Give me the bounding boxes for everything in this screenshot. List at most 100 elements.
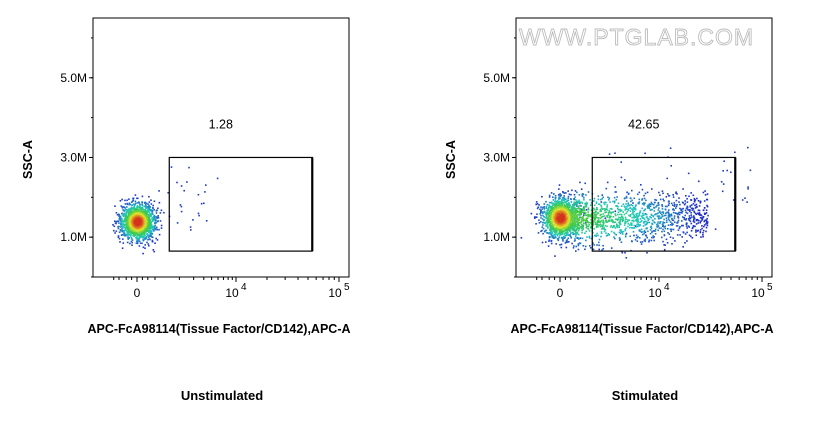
event-point	[656, 225, 658, 228]
event-point	[551, 236, 554, 239]
event-point	[703, 220, 705, 223]
event-point	[577, 217, 579, 219]
event-point	[144, 228, 146, 230]
event-point	[702, 234, 704, 236]
event-point	[644, 240, 647, 242]
event-point	[677, 213, 679, 215]
event-point	[602, 248, 605, 250]
event-point	[703, 225, 705, 228]
event-point	[633, 227, 636, 229]
event-point	[636, 219, 638, 222]
event-point	[607, 214, 610, 216]
event-point	[576, 207, 579, 210]
x-tick-label: 10	[648, 286, 662, 300]
event-point	[142, 239, 144, 241]
event-point	[702, 216, 705, 218]
event-point	[141, 203, 143, 205]
event-point	[580, 188, 583, 190]
event-point	[592, 221, 595, 223]
event-point	[584, 232, 586, 234]
event-point	[559, 197, 561, 200]
event-point	[595, 211, 598, 213]
event-point	[593, 204, 596, 207]
event-point	[576, 211, 578, 214]
event-point	[558, 232, 560, 234]
event-point	[619, 239, 621, 241]
event-point	[645, 220, 647, 223]
event-point	[620, 176, 623, 179]
event-point	[155, 216, 158, 218]
event-point	[131, 239, 134, 241]
event-point	[574, 196, 576, 198]
x-tick-label: 10	[751, 286, 765, 300]
event-point	[695, 223, 698, 225]
event-point	[640, 184, 642, 186]
event-point	[119, 200, 122, 202]
event-point	[600, 219, 603, 222]
event-point	[143, 220, 145, 223]
x-tick-label: 10	[225, 286, 239, 300]
event-point	[540, 206, 542, 208]
event-point	[698, 219, 700, 222]
event-point	[559, 195, 562, 198]
event-point	[588, 237, 591, 239]
gate-rectangle[interactable]	[168, 156, 313, 252]
event-point	[563, 195, 565, 197]
event-point	[643, 218, 646, 221]
event-point	[556, 207, 559, 210]
event-point	[614, 227, 617, 229]
event-point	[544, 230, 546, 233]
event-point	[610, 247, 613, 249]
event-point	[631, 219, 633, 222]
event-point	[675, 205, 678, 208]
event-point	[689, 220, 692, 223]
event-point	[574, 220, 577, 223]
event-point	[549, 209, 552, 212]
event-point	[557, 219, 559, 221]
event-point	[566, 239, 569, 241]
event-point	[565, 206, 567, 209]
event-point	[587, 208, 590, 211]
event-point	[142, 235, 145, 238]
event-point	[589, 247, 592, 249]
event-point	[582, 209, 584, 212]
event-point	[574, 212, 576, 215]
event-point	[562, 240, 564, 242]
event-point	[566, 200, 568, 203]
event-point	[547, 232, 549, 234]
event-point	[670, 213, 673, 216]
event-point	[580, 225, 583, 227]
event-point	[594, 219, 596, 221]
event-point	[696, 212, 699, 215]
event-point	[553, 233, 555, 235]
event-point	[541, 195, 543, 198]
event-point	[118, 215, 120, 218]
event-point	[619, 213, 621, 216]
event-point	[116, 220, 118, 223]
event-point	[578, 227, 580, 229]
event-point	[129, 242, 131, 245]
event-point	[141, 234, 144, 236]
event-point	[568, 202, 571, 205]
scatter-points	[112, 166, 219, 255]
event-point	[601, 249, 603, 251]
event-point	[598, 220, 600, 222]
event-point	[138, 206, 140, 208]
event-point	[608, 153, 611, 155]
event-point	[706, 198, 708, 201]
event-point	[619, 221, 621, 223]
event-point	[672, 219, 675, 222]
event-point	[588, 223, 590, 226]
event-point	[624, 216, 627, 219]
event-point	[648, 239, 651, 241]
event-point	[631, 212, 633, 215]
event-point	[644, 213, 647, 216]
event-point	[540, 211, 542, 213]
event-point	[563, 197, 566, 200]
event-point	[131, 241, 133, 244]
event-point	[120, 221, 122, 223]
event-point	[658, 215, 661, 217]
event-point	[645, 234, 647, 236]
event-point	[135, 242, 138, 244]
event-point	[594, 217, 597, 219]
